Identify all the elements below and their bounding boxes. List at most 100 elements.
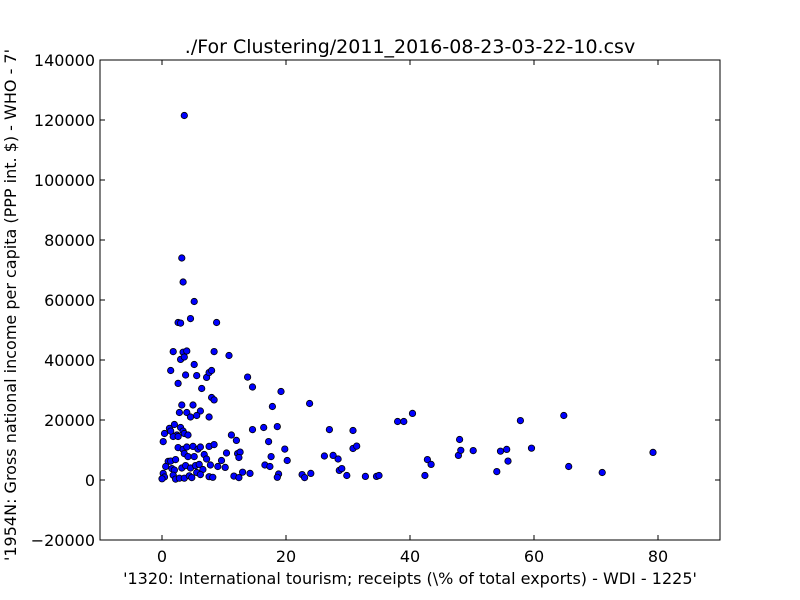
- data-point: [179, 278, 187, 286]
- data-point: [170, 420, 178, 429]
- data-point: [273, 473, 281, 481]
- data-point: [361, 472, 369, 480]
- data-point: [267, 452, 275, 461]
- data-point: [182, 371, 190, 379]
- data-point: [232, 436, 240, 444]
- data-point: [180, 353, 188, 361]
- data-point: [227, 431, 235, 439]
- data-point: [178, 401, 186, 409]
- data-point: [283, 456, 291, 465]
- data-point: [455, 435, 464, 444]
- data-point: [210, 440, 218, 449]
- data-point: [190, 297, 198, 306]
- data-point: [167, 366, 175, 375]
- data-point: [174, 432, 182, 441]
- data-point: [277, 387, 285, 396]
- data-point: [349, 426, 357, 435]
- data-point: [162, 462, 170, 471]
- data-point: [264, 437, 273, 446]
- data-point: [210, 396, 218, 404]
- plot-frame: [99, 59, 721, 541]
- data-point: [214, 462, 222, 471]
- y-tick-label: 20000: [44, 411, 95, 430]
- data-point: [196, 443, 204, 451]
- y-tick-label: 40000: [44, 351, 95, 370]
- data-point: [188, 473, 196, 482]
- data-point: [159, 437, 167, 446]
- data-point: [334, 455, 342, 463]
- data-point: [198, 384, 206, 393]
- data-point: [217, 456, 226, 465]
- data-point: [189, 401, 197, 409]
- data-point: [248, 383, 257, 391]
- data-point: [353, 442, 361, 450]
- data-point: [235, 453, 243, 462]
- data-point: [393, 417, 402, 426]
- data-point: [325, 425, 333, 434]
- data-point: [244, 373, 252, 381]
- data-point: [457, 446, 465, 454]
- data-point: [649, 448, 657, 456]
- y-tick-label: 140000: [34, 51, 95, 70]
- data-point: [196, 470, 204, 479]
- data-point: [375, 471, 383, 480]
- data-point: [260, 423, 268, 432]
- data-point: [172, 455, 180, 464]
- y-tick-label: 100000: [34, 171, 95, 190]
- data-point: [184, 452, 192, 461]
- data-point: [175, 408, 183, 417]
- data-point: [427, 460, 435, 468]
- data-point: [338, 464, 346, 473]
- data-point: [210, 347, 218, 356]
- data-point: [180, 111, 188, 120]
- y-tick-label: −20000: [31, 531, 95, 550]
- data-point: [268, 402, 276, 411]
- x-tick-label: 0: [157, 547, 167, 566]
- data-point: [178, 254, 186, 262]
- data-point: [193, 411, 201, 420]
- y-axis-label: '1954N: Gross national income per capita…: [1, 49, 20, 561]
- data-point: [184, 431, 192, 439]
- data-point: [208, 366, 216, 375]
- data-point: [496, 447, 505, 455]
- points-layer: [158, 111, 657, 483]
- data-point: [222, 449, 231, 457]
- data-point: [266, 462, 274, 471]
- data-point: [305, 399, 314, 408]
- data-point: [273, 422, 281, 431]
- data-point: [300, 473, 309, 482]
- data-point: [221, 463, 229, 471]
- data-point: [235, 473, 243, 482]
- data-point: [193, 371, 201, 380]
- y-tick-label: 80000: [44, 231, 95, 250]
- x-axis-label: '1320: International tourism; receipts (…: [123, 569, 697, 588]
- data-point: [343, 471, 351, 480]
- data-point: [503, 445, 511, 453]
- x-tick-label: 60: [524, 547, 544, 566]
- data-point: [167, 427, 175, 435]
- data-point: [516, 416, 525, 425]
- data-point: [158, 475, 166, 483]
- data-point: [239, 468, 247, 476]
- data-point: [400, 417, 408, 426]
- data-point: [203, 455, 211, 463]
- x-tick-label: 40: [400, 547, 420, 566]
- data-point: [174, 379, 182, 387]
- data-point: [183, 347, 191, 355]
- data-point: [246, 469, 254, 477]
- data-point: [213, 318, 221, 327]
- data-point: [160, 429, 169, 438]
- data-point: [320, 452, 328, 460]
- data-point: [469, 446, 477, 455]
- data-point: [421, 471, 429, 480]
- data-point: [248, 425, 257, 434]
- y-tick-label: 60000: [44, 291, 95, 310]
- ticks-layer: 0 20 40 60 80 −20000 0 20000 40000 60000 80000 1000…: [31, 51, 720, 566]
- data-point: [169, 347, 177, 356]
- data-point: [205, 413, 213, 421]
- data-point: [598, 468, 606, 477]
- data-point: [493, 467, 501, 476]
- data-point: [307, 469, 315, 477]
- y-tick-label: 120000: [34, 111, 95, 130]
